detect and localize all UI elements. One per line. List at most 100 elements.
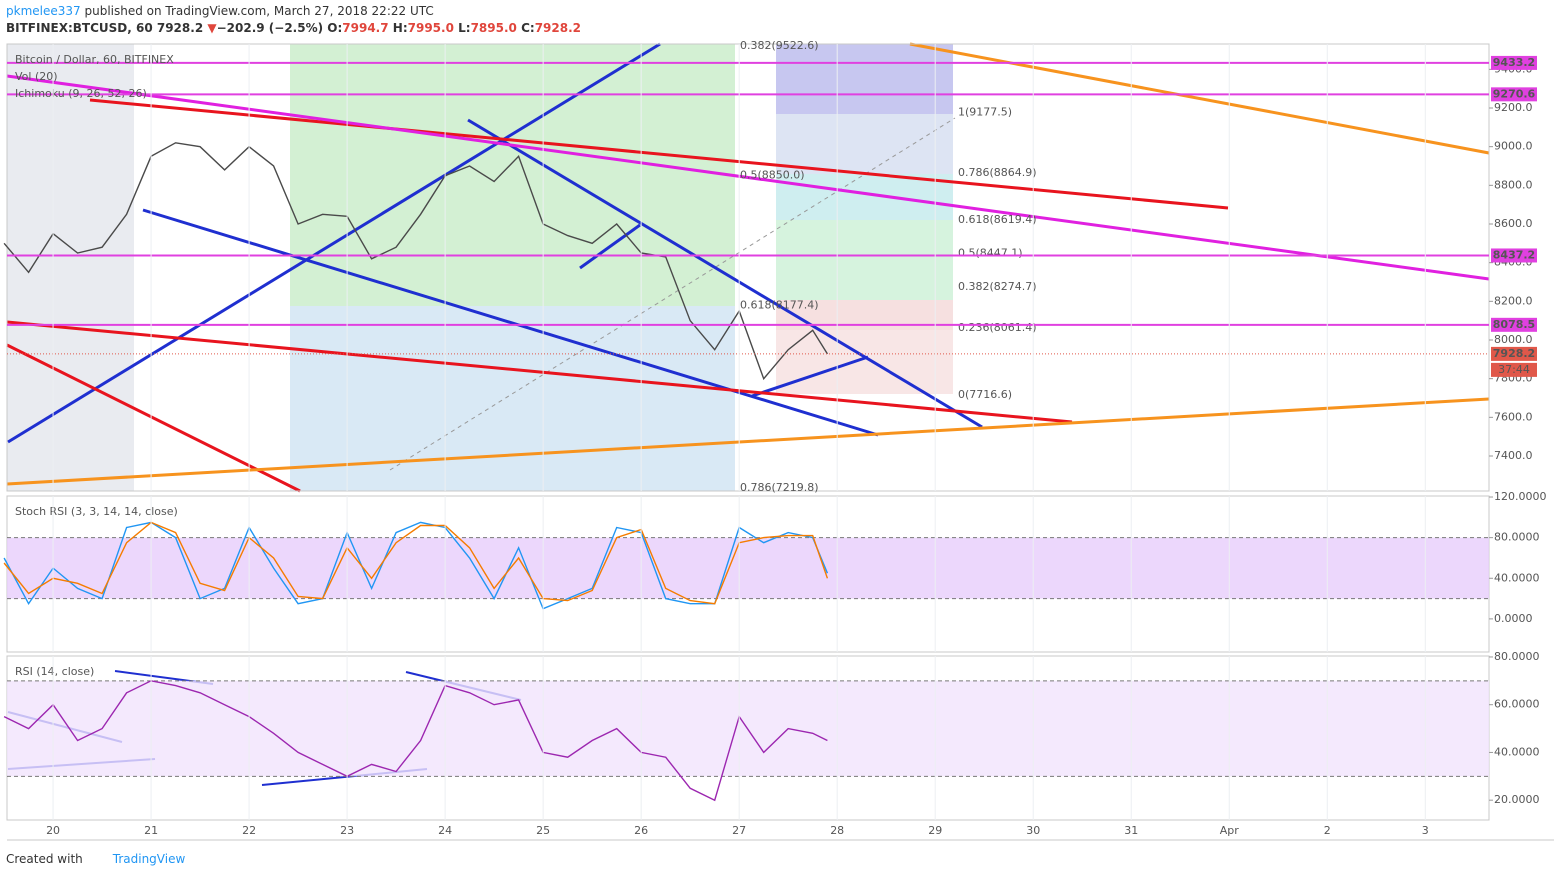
user: pkmelee337 [6,4,81,18]
published: published on TradingView.com, March 27, … [84,4,434,18]
fib-zone [776,44,953,114]
fib-label: 0.5(8850.0) [740,169,805,182]
trend-dashed [389,117,956,471]
countdown: 37:44 [1498,363,1530,376]
y-tick-label: 8000.0 [1494,333,1533,346]
footer: Created with TradingView [6,852,185,866]
fib-label: 0.618(8177.4) [740,299,819,312]
trend-line [6,74,1490,281]
y-tick-label: 60.0000 [1494,698,1540,711]
price-tag [1491,346,1537,361]
fib-label: 0.618(8619.4) [958,213,1037,226]
legend-entry: RSI (14, close) [15,665,94,678]
y-tick-label: 120.0000 [1494,490,1547,503]
created-with: Created with [6,852,83,866]
series-line [3,680,828,802]
price-tag-label: 7928.2 [1493,347,1535,360]
symbol: BITFINEX:BTCUSD, 60 [6,21,153,35]
y-tick-label: 7600.0 [1494,410,1533,423]
y-tick-label: 8200.0 [1494,294,1533,307]
fib-label: 0.5(8447.1) [958,247,1023,260]
arrow: ▼ [207,21,217,35]
fib-zone [776,220,953,300]
drawings [6,42,1490,786]
price-tag-label: 8078.5 [1493,318,1535,331]
legend-entry: Bitcoin / Dollar, 60, BITFINEX [15,53,174,66]
panel-frame [6,43,1490,492]
x-tick-label: 3 [1422,824,1429,837]
y-tick-label: 8800.0 [1494,178,1533,191]
change: −202.9 (−2.5%) [216,21,324,35]
fib-zone [776,330,953,394]
legend-entry: Vol (20) [15,70,58,83]
series-line [3,521,829,610]
x-tick-label: 25 [536,824,550,837]
last: 7928.2 [156,21,204,35]
x-tick-label: 22 [242,824,256,837]
close: 7928.2 [534,21,581,35]
price-tag-label: 9433.2 [1493,56,1535,69]
trend-line [6,397,1490,486]
x-tick-label: 28 [830,824,844,837]
h-label: H: [392,21,408,35]
band [7,537,1489,599]
brand[interactable]: TradingView [112,852,186,866]
fib-zone [776,174,953,220]
fib-label: 0.382(8274.7) [958,280,1037,293]
low: 7895.0 [470,21,517,35]
trend-line [909,42,1490,155]
price-tag [1491,55,1537,70]
x-tick-label: 29 [928,824,942,837]
price-tag-label: 8437.2 [1493,248,1535,261]
y-tick-label: 20.0000 [1494,793,1540,806]
trend-line [7,42,661,444]
price-tag-label: 9270.6 [1493,87,1536,100]
countdown-tag [1491,362,1537,377]
fib-label: 0.236(8061.4) [958,321,1037,334]
y-tick-label: 40.0000 [1494,745,1540,758]
fib-label: 0.786(7219.8) [740,481,819,494]
x-tick-label: Apr [1220,824,1240,837]
x-tick-label: 27 [732,824,746,837]
header: pkmelee337 published on TradingView.com,… [6,3,581,37]
y-tick-label: 7400.0 [1494,449,1533,462]
trend-line [6,320,1073,424]
trend-line [467,118,983,429]
legend-entry: Stoch RSI (3, 3, 14, 14, close) [15,505,178,518]
y-tick-label: 9200.0 [1494,101,1533,114]
x-tick-label: 31 [1124,824,1138,837]
x-tick-label: 2 [1324,824,1331,837]
y-tick-label: 0.0000 [1494,612,1533,625]
trend-line [751,355,869,398]
y-tick-label: 40.0000 [1494,571,1540,584]
trend-line [89,98,1229,210]
fib-label: 0.382(9522.6) [740,39,819,52]
x-tick-label: 20 [46,824,60,837]
y-tick-label: 80.0000 [1494,531,1540,544]
x-tick-label: 24 [438,824,452,837]
y-tick-label: 8600.0 [1494,217,1533,230]
series-line [3,142,828,381]
price-tag [1491,87,1537,102]
trend-line [142,208,879,437]
x-tick-label: 26 [634,824,648,837]
y-tick-label: 9000.0 [1494,140,1533,153]
y-tick-label: 80.0000 [1494,650,1540,663]
fib-zone [290,306,735,491]
open: 7994.7 [342,21,389,35]
trend-line [6,343,301,493]
o-label: O: [327,21,343,35]
fib-label: 0.786(8864.9) [958,166,1037,179]
c-label: C: [521,21,535,35]
fib-label: 0(7716.6) [958,388,1012,401]
fib-zone [290,44,735,306]
price-tag [1491,317,1537,332]
trend-line [579,223,641,270]
high: 7995.0 [407,21,454,35]
range-box [7,44,134,491]
l-label: L: [458,21,471,35]
series-line [3,521,829,605]
legend-entry: Ichimoku (9, 26, 52, 26) [15,87,147,100]
